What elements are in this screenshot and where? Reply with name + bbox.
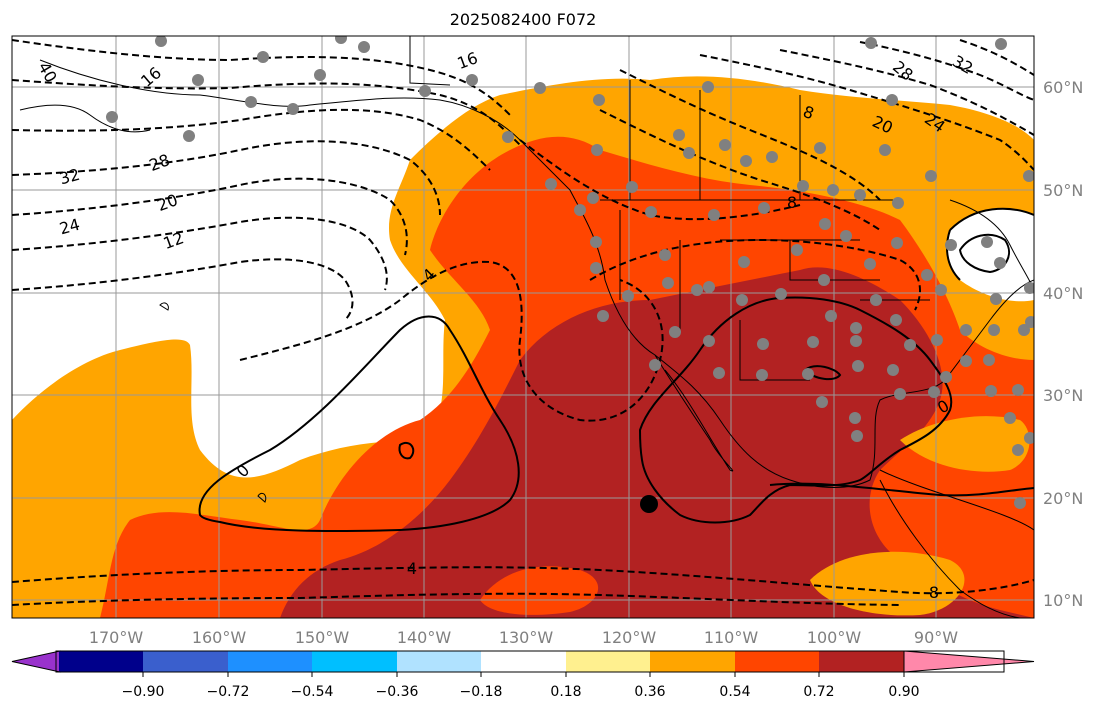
colorbar-segment xyxy=(819,651,905,672)
colorbar-segment xyxy=(566,651,651,672)
map-title: 2025082400 F072 xyxy=(449,10,597,29)
contour-label: 24 xyxy=(57,215,82,239)
colorbar-tick-label: 0.36 xyxy=(634,684,665,700)
colorbar-tick-label: −0.54 xyxy=(291,684,334,700)
colorbar-tick-label: −0.72 xyxy=(207,684,250,700)
colorbar-segment xyxy=(11,650,61,673)
colorbar-ticks xyxy=(142,672,905,677)
longitude-labels: 170°W 160°W 150°W 140°W 130°W 120°W 110°… xyxy=(89,628,958,647)
colorbar-segment xyxy=(143,651,229,672)
lat-label: 10°N xyxy=(1043,591,1083,610)
colorbar-segment xyxy=(650,651,736,672)
colorbar-tick-label: −0.36 xyxy=(376,684,419,700)
lon-label: 100°W xyxy=(807,628,862,647)
lat-label: 40°N xyxy=(1043,284,1083,303)
colorbar-segment xyxy=(903,650,1035,673)
lat-label: 50°N xyxy=(1043,181,1083,200)
contour-label: 4 xyxy=(407,559,417,578)
lon-label: 160°W xyxy=(192,628,247,647)
colorbar-segments xyxy=(11,650,1035,673)
contour-label: 8 xyxy=(787,193,797,212)
colorbar-segment xyxy=(397,651,482,672)
lon-label: 90°W xyxy=(914,628,958,647)
colorbar: −0.90 −0.72 −0.54 −0.36 −0.18 0.18 0.36 … xyxy=(11,650,1035,700)
latitude-labels: 60°N 50°N 40°N 30°N 20°N 10°N xyxy=(1043,78,1083,610)
colorbar-segment xyxy=(312,651,398,672)
graticule xyxy=(12,36,1034,618)
colorbar-tick-labels: −0.90 −0.72 −0.54 −0.36 −0.18 0.18 0.36 … xyxy=(122,684,920,700)
colorbar-segment xyxy=(59,651,144,672)
shading-darkred-band xyxy=(280,267,1034,618)
map-frame xyxy=(11,35,1035,619)
contour-label: 32 xyxy=(57,165,82,189)
lat-label: 30°N xyxy=(1043,386,1083,405)
map-panel: 40 16 16 28 32 20 24 12 4 0 0 4 8 8 32 2… xyxy=(12,36,1034,618)
colorbar-tick-label: −0.18 xyxy=(460,684,503,700)
colorbar-tick-label: 0.90 xyxy=(888,684,919,700)
lat-label: 60°N xyxy=(1043,78,1083,97)
solid-zero-contours xyxy=(198,207,1034,533)
lon-label: 170°W xyxy=(89,628,144,647)
colorbar-tick-label: 0.72 xyxy=(803,684,834,700)
station-dots xyxy=(106,36,1034,509)
contour-label: 8 xyxy=(929,583,939,602)
colorbar-frame xyxy=(55,650,1005,673)
shading-orange-lobe-south xyxy=(480,566,599,615)
lon-label: 150°W xyxy=(295,628,350,647)
colorbar-tick-label: 0.54 xyxy=(719,684,750,700)
colorbar-segment xyxy=(228,651,313,672)
shading-white-greatlakes xyxy=(947,208,1034,302)
colorbar-tick-label: 0.18 xyxy=(550,684,581,700)
lon-label: 140°W xyxy=(397,628,452,647)
lat-label: 20°N xyxy=(1043,489,1083,508)
lon-label: 130°W xyxy=(499,628,554,647)
dashed-contours xyxy=(12,39,1034,606)
lon-label: 110°W xyxy=(704,628,759,647)
lon-label: 120°W xyxy=(602,628,657,647)
black-dot-marker xyxy=(640,495,658,513)
colorbar-segment xyxy=(735,651,820,672)
colorbar-tick-label: −0.90 xyxy=(122,684,165,700)
colorbar-segment xyxy=(481,651,567,672)
